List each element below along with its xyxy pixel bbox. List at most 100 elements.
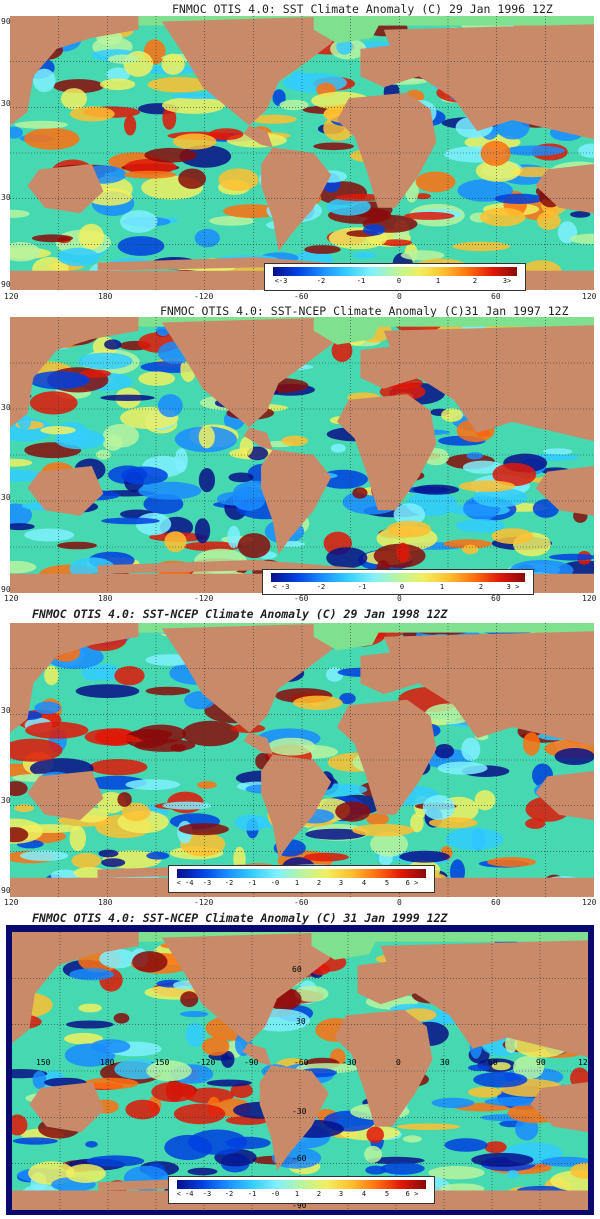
colorbar-tick: 3 — [338, 879, 344, 887]
lat-label: 90 — [1, 17, 11, 26]
lon-label: -120 — [194, 898, 214, 907]
colorbar-tick: 6 > — [405, 1190, 419, 1198]
lat-label: 60 — [292, 965, 302, 974]
lon-label: -60 — [294, 898, 309, 907]
lon-label: 30 — [440, 1058, 450, 1067]
colorbar-tick: -3 — [202, 879, 212, 887]
lon-label: 120 — [4, 898, 19, 907]
colorbar-tick: 5 — [384, 879, 390, 887]
lon-label: 120 — [582, 898, 597, 907]
lon-label: 150 — [36, 1058, 51, 1067]
colorbar-tick: -2 — [316, 277, 326, 285]
lon-label: 120 — [582, 292, 597, 301]
lat-label: 30 — [1, 796, 11, 805]
lat-label: 90 — [1, 280, 11, 289]
colorbar-tick: 2 — [316, 1190, 322, 1198]
lon-label: 120 — [4, 292, 19, 301]
lon-label: -90 — [244, 1058, 259, 1067]
panel-title: FNMOC OTIS 4.0: SST-NCEP Climate Anomaly… — [32, 911, 448, 925]
lon-label: 180 — [98, 292, 113, 301]
colorbar-tick: 6 > — [405, 879, 419, 887]
lon-label: -120 — [194, 292, 214, 301]
lat-label: 90 — [1, 886, 11, 895]
lon-label: -120 — [196, 1058, 216, 1067]
lon-label: -120 — [194, 594, 214, 603]
colorbar-legend: < -4 -3 -2 -1 -0 1 2 3 4 5 6 > — [168, 865, 435, 893]
lat-label: 30 — [1, 706, 11, 715]
colorbar-tick: 3> — [502, 277, 512, 285]
lon-label: 60 — [491, 594, 501, 603]
colorbar-tick: 3 — [338, 1190, 344, 1198]
colorbar-tick: -2 — [224, 1190, 234, 1198]
colorbar-legend: < -4 -3 -2 -1 -0 1 2 3 4 5 6 > — [168, 1176, 435, 1204]
colorbar-tick: 3 > — [506, 583, 520, 591]
sst-map-panel-1999: FNMOC OTIS 4.0: SST-NCEP Climate Anomaly… — [0, 910, 600, 1219]
colorbar-tick: -1 — [247, 1190, 257, 1198]
lon-label: 60 — [488, 1058, 498, 1067]
lat-label: 30 — [296, 1017, 306, 1026]
colorbar-tick: 4 — [361, 1190, 367, 1198]
lon-label: -30 — [342, 1058, 357, 1067]
lon-label: -60 — [294, 1058, 309, 1067]
colorbar-tick: 1 — [439, 583, 445, 591]
lon-label: -60 — [294, 292, 309, 301]
colorbar-tick: <-3 — [274, 277, 288, 285]
lat-label: 30 — [1, 493, 11, 502]
lon-label: -60 — [294, 594, 309, 603]
lon-label: 180 — [98, 594, 113, 603]
colorbar-tick: 2 — [478, 583, 484, 591]
colorbar-tick: 0 — [399, 583, 405, 591]
lon-label: 60 — [491, 292, 501, 301]
lat-label: 30 — [1, 193, 11, 202]
colorbar-tick: 2 — [472, 277, 478, 285]
colorbar-tick: -1 — [356, 277, 366, 285]
colorbar-tick: -1 — [357, 583, 367, 591]
anomaly-map — [10, 16, 594, 290]
lon-label: 180 — [100, 1058, 115, 1067]
sst-map-panel-1997: FNMOC OTIS 4.0: SST-NCEP Climate Anomaly… — [0, 303, 600, 606]
lon-label: 60 — [491, 898, 501, 907]
anomaly-map — [10, 623, 594, 897]
colorbar-legend: < -3 -2 -1 0 1 2 3 > — [262, 569, 534, 595]
lon-label: -150 — [150, 1058, 170, 1067]
lat-label: -30 — [292, 1107, 307, 1116]
colorbar-tick: < -3 — [272, 583, 290, 591]
colorbar-tick: -3 — [202, 1190, 212, 1198]
lon-label: 120 — [4, 594, 19, 603]
sst-map-panel-1996: FNMOC OTIS 4.0: SST Climate Anomaly (C) … — [0, 0, 600, 303]
lon-label: 0 — [396, 1058, 401, 1067]
colorbar-tick: -0 — [270, 879, 280, 887]
lat-label: -60 — [292, 1154, 307, 1163]
panel-title: FNMOC OTIS 4.0: SST Climate Anomaly (C) … — [172, 2, 553, 16]
lat-label: 30 — [1, 403, 11, 412]
colorbar-tick: 4 — [361, 879, 367, 887]
colorbar-tick: 0 — [396, 277, 402, 285]
lon-label: 90 — [536, 1058, 546, 1067]
lat-label: 90 — [1, 585, 11, 594]
colorbar-tick: 2 — [316, 879, 322, 887]
lat-label: -90 — [292, 1201, 307, 1210]
colorbar-legend: <-3 -2 -1 0 1 2 3> — [264, 263, 526, 291]
colorbar-tick: < -4 — [176, 1190, 194, 1198]
lat-label: 30 — [1, 99, 11, 108]
colorbar-tick: -2 — [316, 583, 326, 591]
colorbar-tick: 5 — [384, 1190, 390, 1198]
lon-label: 0 — [397, 594, 402, 603]
colorbar-tick: -1 — [247, 879, 257, 887]
colorbar-tick: < -4 — [176, 879, 194, 887]
colorbar-tick: -2 — [224, 879, 234, 887]
colorbar-tick: 1 — [294, 1190, 300, 1198]
lon-label: 12 — [578, 1058, 588, 1067]
colorbar-tick: 1 — [294, 879, 300, 887]
colorbar-tick: 1 — [435, 277, 441, 285]
lon-label: 180 — [98, 898, 113, 907]
panel-title: FNMOC OTIS 4.0: SST-NCEP Climate Anomaly… — [160, 304, 569, 318]
lon-label: 120 — [582, 594, 597, 603]
lon-label: 0 — [397, 292, 402, 301]
anomaly-map — [12, 932, 588, 1210]
sst-map-panel-1998: FNMOC OTIS 4.0: SST-NCEP Climate Anomaly… — [0, 606, 600, 910]
lon-label: 0 — [397, 898, 402, 907]
colorbar-tick: -0 — [270, 1190, 280, 1198]
panel-title: FNMOC OTIS 4.0: SST-NCEP Climate Anomaly… — [32, 607, 448, 621]
anomaly-map — [10, 317, 594, 593]
